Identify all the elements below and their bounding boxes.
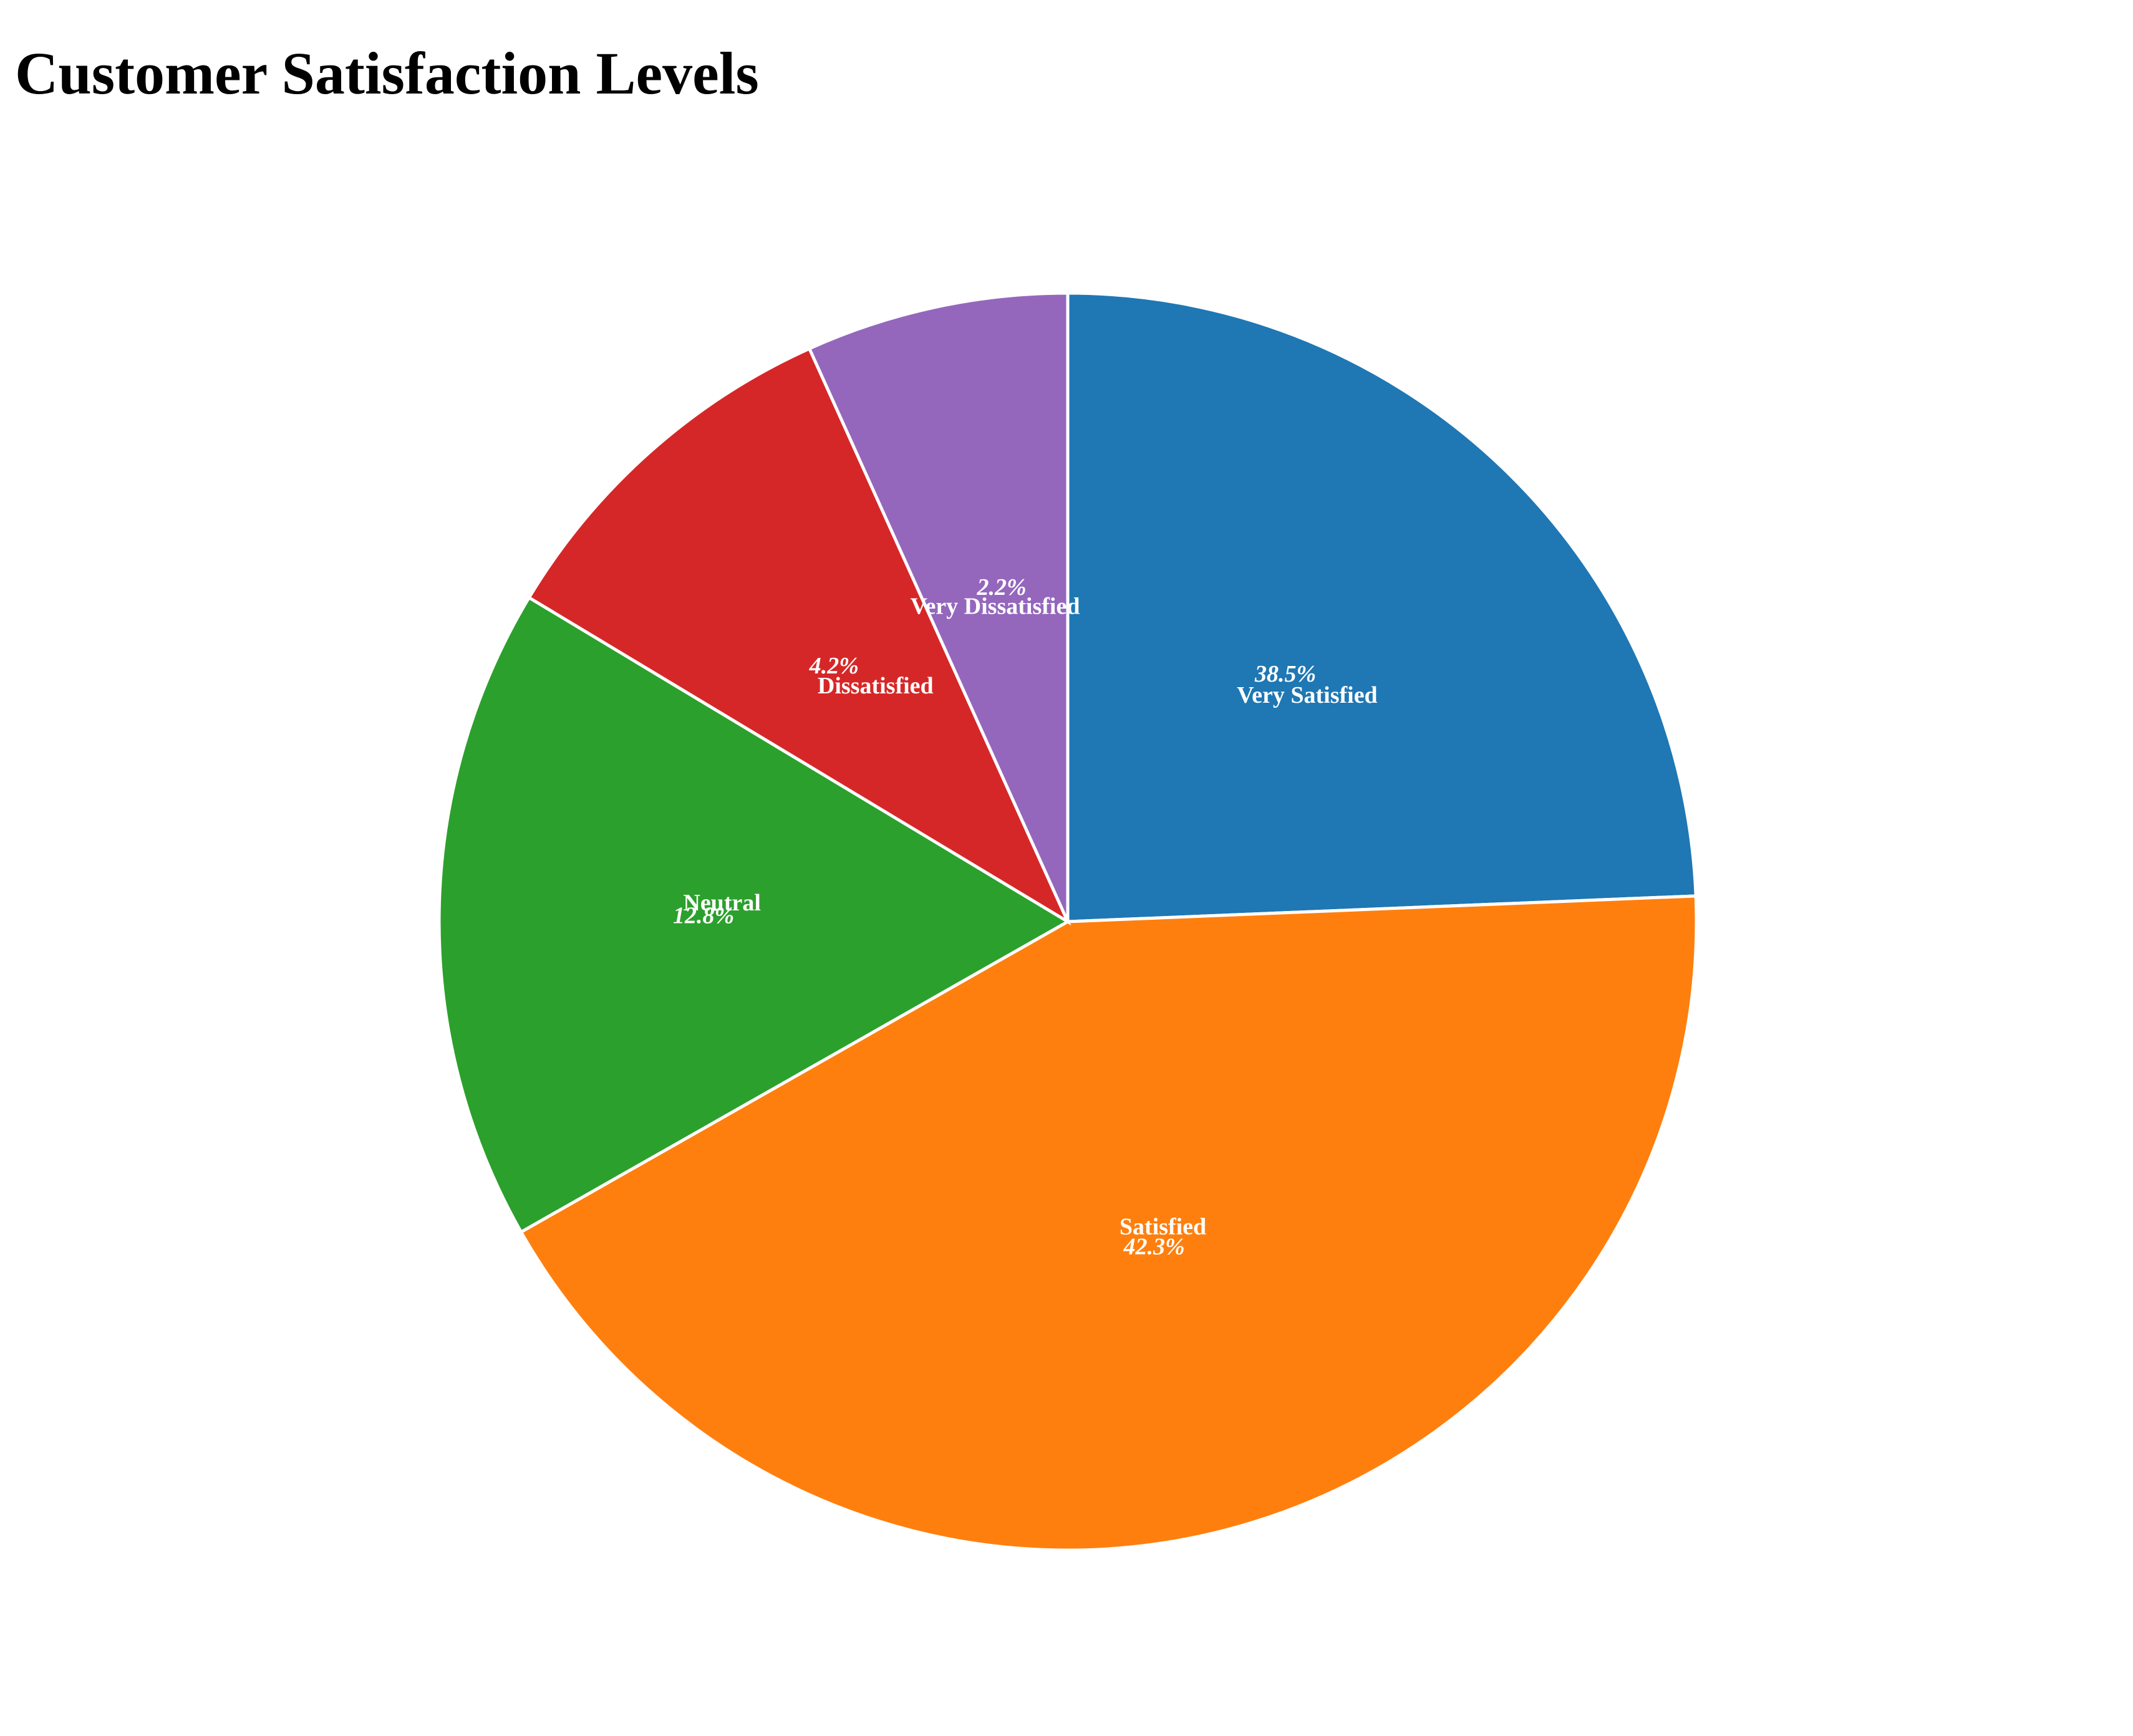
slice-percent-label: 12.8% xyxy=(673,902,734,928)
pie-slice-very-dissatisfied xyxy=(807,291,1070,923)
chart-title: Customer Satisfaction Levels xyxy=(15,40,759,107)
slice-category-label: Dissatisfied xyxy=(818,673,934,699)
slice-category-label: Very Satisfied xyxy=(1237,682,1378,708)
slice-percent-label: 2.2% xyxy=(976,574,1026,600)
slice-category-label: Satisfied xyxy=(1120,1214,1206,1240)
slice-percent-label: 4.2% xyxy=(809,653,859,679)
pie-slice-neutral xyxy=(437,595,1071,1235)
slice-category-label: Neutral xyxy=(683,890,761,916)
slice-percent-label: 42.3% xyxy=(1123,1233,1185,1260)
pie-slice-dissatisfied xyxy=(526,346,1071,926)
pie-slices xyxy=(437,291,1698,1552)
pie-slice-very-satisfied xyxy=(1066,291,1698,923)
slice-category-label: Very Dissatisfied xyxy=(910,594,1080,620)
pie-slice-satisfied xyxy=(519,894,1698,1552)
slice-percent-label: 38.5% xyxy=(1254,661,1316,687)
